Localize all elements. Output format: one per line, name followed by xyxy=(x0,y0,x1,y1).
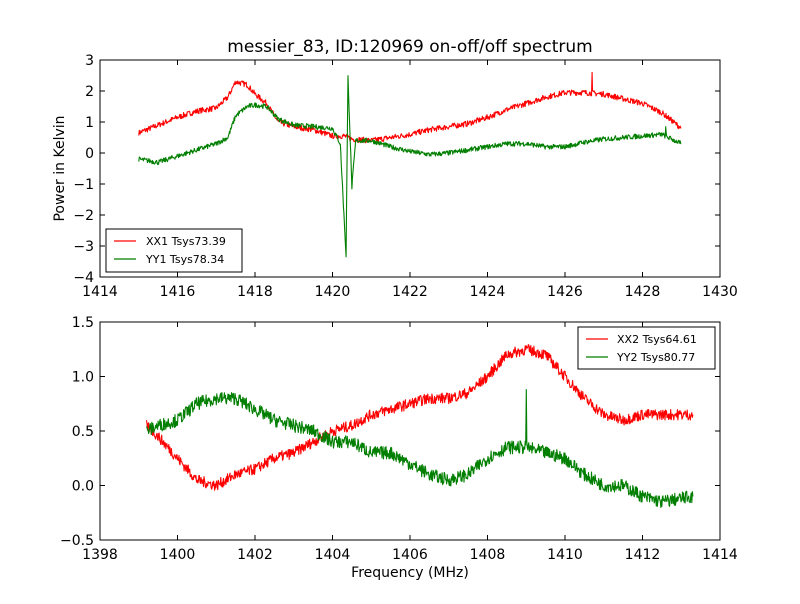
top-series-yy-line xyxy=(138,75,682,258)
bottom-x-axis-label: Frequency (MHz) xyxy=(351,565,469,581)
top-panel-axes: 1414 1416 1418 1420 1422 1424 1426 1428 1430 −4 −3… xyxy=(73,53,737,300)
bottom-legend: XX2 Tsys64.61 YY2 Tsys80.77 xyxy=(577,326,716,370)
bottom-x-tick-label: 1400 xyxy=(160,547,196,563)
top-panel-lines xyxy=(138,71,682,258)
top-panel: 1414 1416 1418 1420 1422 1424 1426 1428 1430 −4 −3… xyxy=(52,53,738,300)
bottom-panel: 1398 1400 1402 1404 1406 1408 1410 1412 1414 −0.5… xyxy=(60,315,738,581)
top-x-tick-label: 1428 xyxy=(625,284,661,300)
top-y-tick-label: −2 xyxy=(73,208,94,224)
bottom-x-tick-label: 1404 xyxy=(315,547,351,563)
top-x-tick-label: 1426 xyxy=(547,284,583,300)
top-x-tick-label: 1418 xyxy=(237,284,273,300)
bottom-y-tick-label: 0.5 xyxy=(72,424,94,440)
top-y-tick-label: −1 xyxy=(73,177,94,193)
bottom-y-tick-label: 1.0 xyxy=(72,370,94,386)
top-y-axis-label: Power in Kelvin xyxy=(52,115,68,221)
top-x-tick-label: 1416 xyxy=(160,284,196,300)
top-x-tick-label: 1414 xyxy=(82,284,118,300)
top-y-tick-label: −4 xyxy=(73,270,94,286)
top-x-tick-label: 1430 xyxy=(702,284,738,300)
bottom-panel-lines xyxy=(145,344,694,508)
bottom-x-tick-label: 1412 xyxy=(625,547,661,563)
bottom-panel-axes: 1398 1400 1402 1404 1406 1408 1410 1412 1414 −0.5… xyxy=(60,315,738,563)
bottom-legend-box xyxy=(577,326,716,370)
bottom-y-tick-label: 0.0 xyxy=(72,479,94,495)
top-x-tick-label: 1424 xyxy=(470,284,506,300)
bottom-y-tick-label: 1.5 xyxy=(72,315,94,331)
bottom-x-tick-label: 1406 xyxy=(392,547,428,563)
top-series-xx-line xyxy=(138,71,682,144)
bottom-y-tick-label: −0.5 xyxy=(60,533,94,549)
top-legend-box xyxy=(105,228,243,273)
bottom-legend-label-xx2: XX2 Tsys64.61 xyxy=(617,333,697,346)
bottom-legend-label-yy2: YY2 Tsys80.77 xyxy=(616,351,695,364)
bottom-x-tick-label: 1408 xyxy=(470,547,506,563)
bottom-x-tick-label: 1410 xyxy=(547,547,583,563)
top-legend-label-yy1: YY1 Tsys78.34 xyxy=(145,253,224,266)
top-x-tick-label: 1422 xyxy=(392,284,428,300)
top-x-tick-label: 1420 xyxy=(315,284,351,300)
bottom-series-yy-line xyxy=(145,389,694,508)
top-y-tick-label: 0 xyxy=(85,146,94,162)
top-legend: XX1 Tsys73.39 YY1 Tsys78.34 xyxy=(105,228,243,273)
top-y-tick-label: −3 xyxy=(73,239,94,255)
top-y-tick-label: 3 xyxy=(85,53,94,69)
top-legend-label-xx1: XX1 Tsys73.39 xyxy=(146,235,226,248)
bottom-series-xx-line xyxy=(145,344,694,491)
bottom-x-tick-label: 1414 xyxy=(702,547,738,563)
chart-title: messier_83, ID:120969 on-off/off spectru… xyxy=(227,37,592,57)
bottom-x-tick-label: 1398 xyxy=(82,547,118,563)
bottom-x-tick-label: 1402 xyxy=(237,547,273,563)
top-y-tick-label: 1 xyxy=(85,115,94,131)
top-y-tick-label: 2 xyxy=(85,84,94,100)
